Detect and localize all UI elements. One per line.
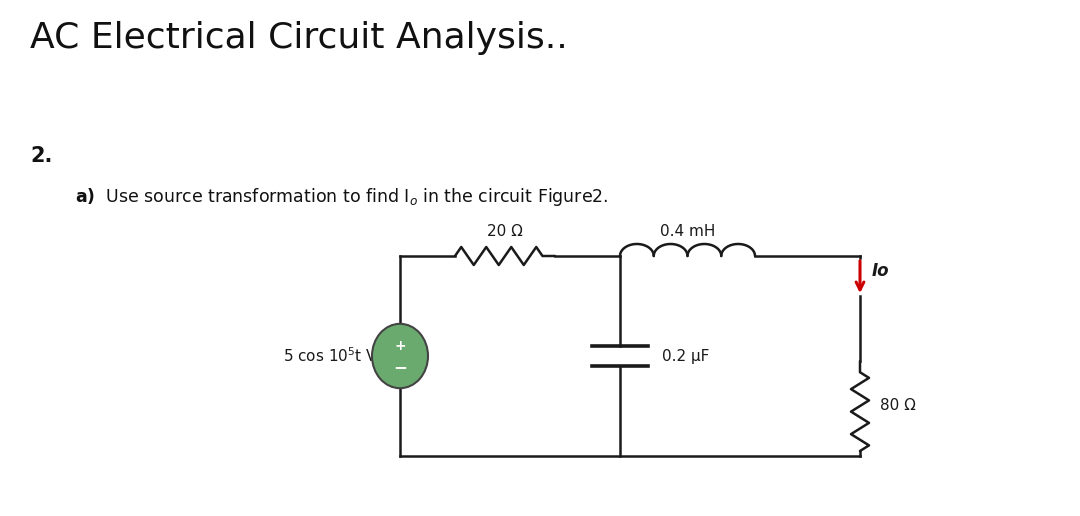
Text: +: + [394,339,406,353]
Text: Io: Io [872,262,890,280]
Text: 80 Ω: 80 Ω [880,398,916,413]
Text: 5 cos 10$^5$t V: 5 cos 10$^5$t V [283,347,378,365]
Text: AC Electrical Circuit Analysis..: AC Electrical Circuit Analysis.. [30,21,568,55]
Text: 20 Ω: 20 Ω [487,224,523,239]
Ellipse shape [372,324,428,388]
Text: 0.2 μF: 0.2 μF [662,348,710,363]
Text: $\bf{a)}$  Use source transformation to find I$_o$ in the circuit Figure2.: $\bf{a)}$ Use source transformation to f… [75,186,608,208]
Text: −: − [393,358,407,376]
Text: 0.4 mH: 0.4 mH [660,224,715,239]
Text: 2.: 2. [30,146,52,166]
